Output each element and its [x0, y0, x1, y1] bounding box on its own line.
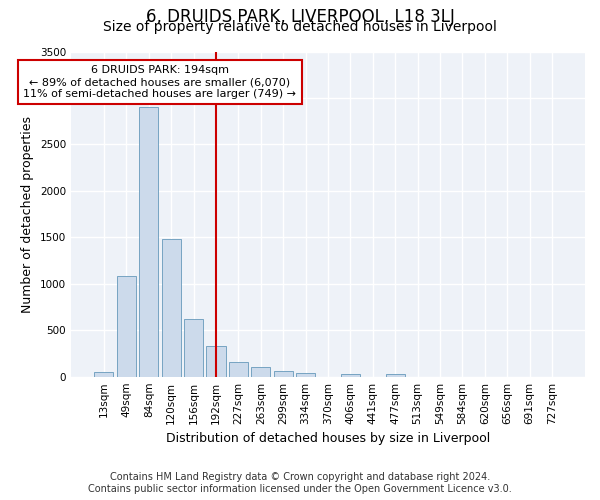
Bar: [341, 374, 360, 376]
Bar: [139, 107, 158, 376]
Bar: [94, 372, 113, 376]
Bar: [229, 362, 248, 376]
Text: Size of property relative to detached houses in Liverpool: Size of property relative to detached ho…: [103, 20, 497, 34]
X-axis label: Distribution of detached houses by size in Liverpool: Distribution of detached houses by size …: [166, 432, 490, 445]
Bar: [386, 374, 405, 376]
Y-axis label: Number of detached properties: Number of detached properties: [22, 116, 34, 312]
Bar: [206, 346, 226, 376]
Text: 6 DRUIDS PARK: 194sqm
← 89% of detached houses are smaller (6,070)
11% of semi-d: 6 DRUIDS PARK: 194sqm ← 89% of detached …: [23, 66, 296, 98]
Text: Contains HM Land Registry data © Crown copyright and database right 2024.
Contai: Contains HM Land Registry data © Crown c…: [88, 472, 512, 494]
Text: 6, DRUIDS PARK, LIVERPOOL, L18 3LJ: 6, DRUIDS PARK, LIVERPOOL, L18 3LJ: [146, 8, 454, 26]
Bar: [274, 371, 293, 376]
Bar: [161, 239, 181, 376]
Bar: [296, 373, 315, 376]
Bar: [117, 276, 136, 376]
Bar: [184, 319, 203, 376]
Bar: [251, 368, 271, 376]
